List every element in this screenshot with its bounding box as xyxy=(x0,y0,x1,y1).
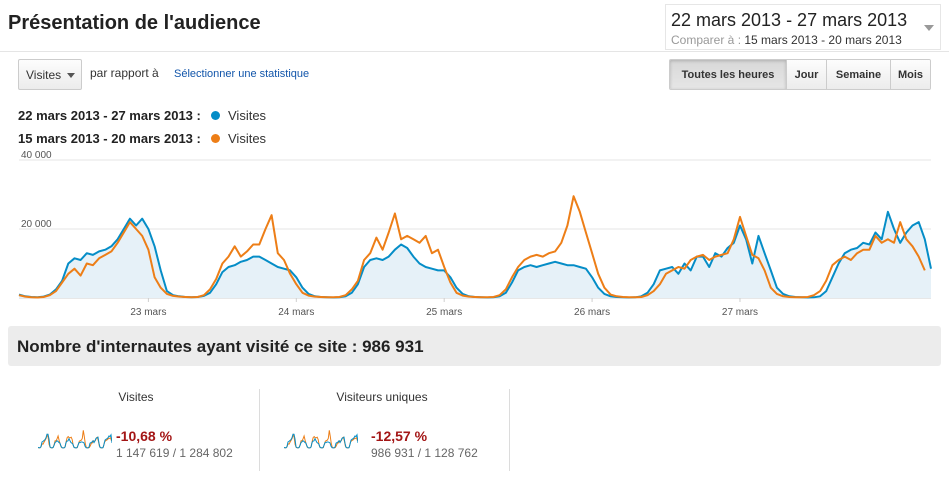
legend-dot-icon xyxy=(211,134,220,143)
select-stat-link[interactable]: Sélectionner une statistique xyxy=(174,68,310,80)
y-tick-label: 20 000 xyxy=(21,219,52,230)
sparkline-line xyxy=(284,433,358,449)
y-tick-label: 40 000 xyxy=(21,150,52,161)
page-title: Présentation de l'audience xyxy=(8,12,261,34)
sparkline-icon xyxy=(284,430,358,449)
kpi-visits[interactable]: Visites -10,68 % 1 147 619 / 1 284 802 xyxy=(18,389,254,471)
kpi-change: -12,57 % xyxy=(371,428,428,444)
kpi-unique-visitors[interactable]: Visiteurs uniques -12,57 % 986 931 / 1 1… xyxy=(264,389,500,471)
series-area-fill xyxy=(19,211,931,298)
kpi-title: Visites xyxy=(118,390,154,404)
metric-select-value: Visites xyxy=(26,68,62,82)
kpi-divider xyxy=(509,389,510,471)
x-tick-label: 24 mars xyxy=(278,307,314,318)
vs-label: par rapport à xyxy=(90,66,159,80)
series-line-previous xyxy=(18,195,926,299)
kpi-change: -10,68 % xyxy=(116,428,173,444)
granularity-week-button[interactable]: Semaine xyxy=(826,60,890,89)
x-tick-label: 27 mars xyxy=(722,307,758,318)
metric-select[interactable]: Visites xyxy=(18,59,82,90)
chevron-down-icon[interactable] xyxy=(924,25,934,31)
date-range-picker[interactable]: 22 mars 2013 - 27 mars 2013 Comparer à :… xyxy=(665,4,941,50)
kpi-values: 1 147 619 / 1 284 802 xyxy=(116,446,233,460)
date-range-label: 22 mars 2013 - 27 mars 2013 xyxy=(671,10,908,30)
granularity-month-button[interactable]: Mois xyxy=(890,60,930,89)
compare-row: Comparer à : 15 mars 2013 - 20 mars 2013 xyxy=(671,33,902,47)
visits-chart[interactable]: 40 000 20 000 23 mars 24 mars 25 mars 26 mars… xyxy=(0,150,949,322)
granularity-toggle: Toutes les heures Jour Semaine Mois xyxy=(669,59,931,90)
x-tick-label: 26 mars xyxy=(574,307,610,318)
legend-item-previous: 15 mars 2013 - 20 mars 2013 : Visites xyxy=(18,131,266,146)
legend-series-name: Visites xyxy=(228,108,267,123)
x-tick-label: 23 mars xyxy=(130,307,166,318)
granularity-day-button[interactable]: Jour xyxy=(786,60,826,89)
legend-dot-icon xyxy=(211,111,220,120)
kpi-title: Visiteurs uniques xyxy=(336,390,428,404)
legend-range: 15 mars 2013 - 20 mars 2013 : xyxy=(18,131,201,146)
granularity-hourly-button[interactable]: Toutes les heures xyxy=(670,60,786,89)
compare-label: Comparer à : xyxy=(671,33,742,47)
legend-range: 22 mars 2013 - 27 mars 2013 : xyxy=(18,108,201,123)
legend-series-name: Visites xyxy=(228,131,267,146)
compare-range: 15 mars 2013 - 20 mars 2013 xyxy=(744,33,902,47)
title-divider xyxy=(0,51,949,52)
x-tick-label: 25 mars xyxy=(426,307,462,318)
legend-item-current: 22 mars 2013 - 27 mars 2013 : Visites xyxy=(18,108,266,123)
unique-visitors-summary: Nombre d'internautes ayant visité ce sit… xyxy=(17,337,424,356)
summary-bar: Nombre d'internautes ayant visité ce sit… xyxy=(8,326,941,366)
sparkline-icon xyxy=(38,430,112,449)
kpi-values: 986 931 / 1 128 762 xyxy=(371,446,478,460)
chevron-down-icon xyxy=(67,73,75,78)
sparkline-line xyxy=(38,433,112,449)
kpi-divider xyxy=(259,389,260,471)
